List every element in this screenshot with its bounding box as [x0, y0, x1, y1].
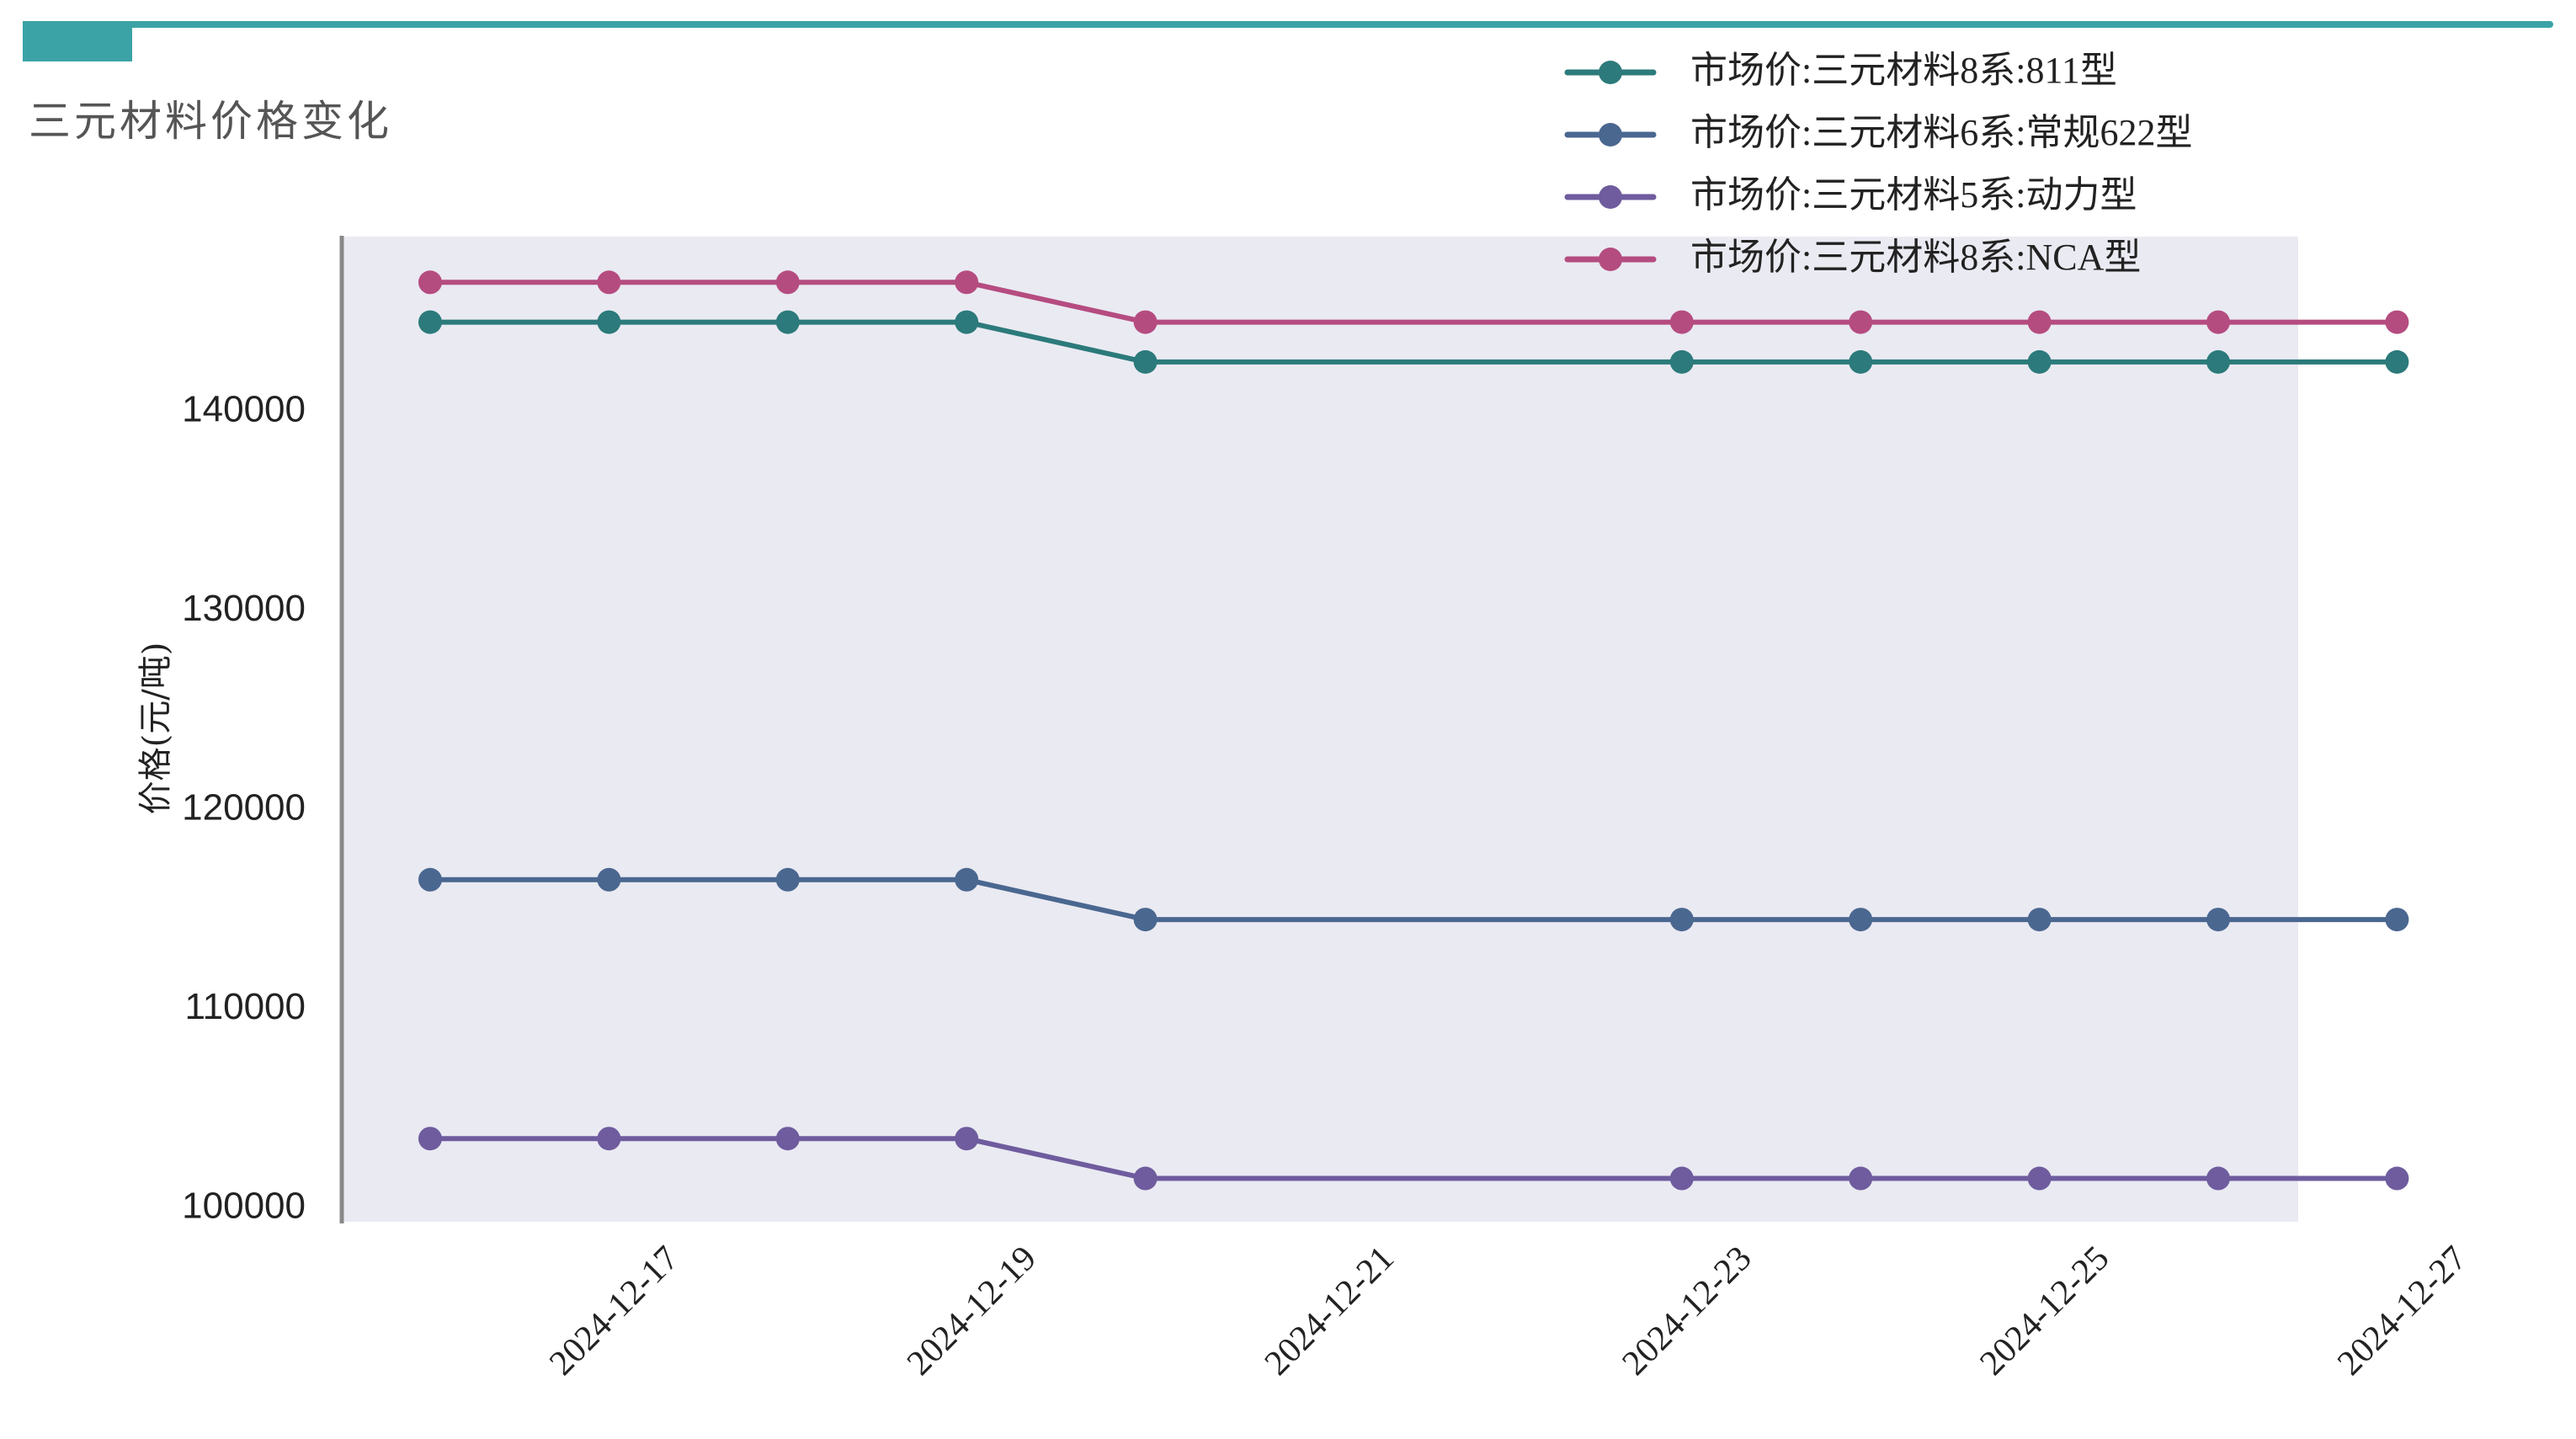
data-point — [1133, 349, 1158, 374]
data-point — [2027, 349, 2052, 374]
data-point — [2206, 349, 2230, 374]
data-point — [775, 867, 800, 892]
x-tick-label: 2024-12-17 — [542, 1239, 686, 1383]
data-point — [775, 1127, 800, 1151]
data-point — [1669, 349, 1694, 374]
legend-label: 市场价:三元材料5系:动力型 — [1690, 174, 2137, 216]
data-point — [2027, 1166, 2052, 1191]
data-point — [1849, 1166, 1873, 1191]
x-tick-label: 2024-12-19 — [900, 1239, 1044, 1383]
data-point — [2206, 1166, 2230, 1191]
plot-area — [343, 237, 2298, 1222]
data-point — [418, 310, 442, 334]
legend: 市场价:三元材料8系:811型市场价:三元材料6系:常规622型市场价:三元材料… — [1564, 50, 2192, 278]
series-2 — [418, 1127, 2409, 1191]
legend-label: 市场价:三元材料8系:NCA型 — [1690, 237, 2141, 278]
x-tick-label: 2024-12-25 — [1972, 1239, 2116, 1383]
data-point — [1849, 310, 1873, 334]
y-axis-ticks: 100000 110000 120000 130000 140000 — [182, 389, 306, 1227]
data-point — [955, 1127, 979, 1151]
legend-dot-icon — [1599, 123, 1622, 147]
header-accent-bar — [23, 21, 2553, 28]
data-point — [2385, 349, 2409, 374]
x-tick-label: 2024-12-23 — [1615, 1239, 1759, 1383]
data-point — [1669, 908, 1694, 932]
y-tick-label: 110000 — [184, 986, 306, 1027]
data-point — [955, 867, 979, 892]
y-axis-label: 价格(元/吨) — [136, 642, 175, 815]
data-point — [955, 270, 979, 295]
data-point — [597, 1127, 621, 1151]
series-1 — [418, 867, 2409, 932]
data-point — [418, 867, 442, 892]
legend-item: 市场价:三元材料8系:NCA型 — [1564, 237, 2141, 278]
series-3 — [418, 270, 2409, 334]
data-point — [597, 270, 621, 295]
data-point — [1133, 310, 1158, 334]
legend-dot-icon — [1599, 248, 1622, 271]
header-accent-block — [23, 21, 132, 61]
y-tick-label: 140000 — [182, 389, 306, 430]
data-point — [2385, 1166, 2409, 1191]
y-tick-label: 130000 — [182, 588, 306, 629]
series-layer — [418, 270, 2409, 1191]
data-point — [2206, 908, 2230, 932]
legend-dot-icon — [1599, 61, 1622, 84]
data-point — [775, 270, 800, 295]
data-point — [2385, 908, 2409, 932]
y-tick-label: 100000 — [182, 1186, 306, 1227]
data-point — [418, 1127, 442, 1151]
page-title: 三元材料价格变化 — [29, 97, 392, 146]
series-line — [430, 877, 2398, 923]
data-point — [1669, 1166, 1694, 1191]
data-point — [597, 310, 621, 334]
x-tick-label: 2024-12-21 — [1258, 1239, 1402, 1383]
data-point — [418, 270, 442, 295]
series-0 — [418, 310, 2409, 374]
data-point — [1849, 908, 1873, 932]
series-line — [430, 280, 2398, 325]
series-line — [430, 1136, 2398, 1181]
legend-item: 市场价:三元材料5系:动力型 — [1564, 174, 2137, 216]
data-point — [775, 310, 800, 334]
data-point — [2206, 310, 2230, 334]
data-point — [1669, 310, 1694, 334]
legend-label: 市场价:三元材料6系:常规622型 — [1690, 112, 2192, 153]
data-point — [597, 867, 621, 892]
data-point — [1133, 1166, 1158, 1191]
legend-dot-icon — [1599, 185, 1622, 209]
series-line — [430, 319, 2398, 365]
legend-label: 市场价:三元材料8系:811型 — [1690, 50, 2117, 91]
x-tick-label: 2024-12-27 — [2330, 1239, 2474, 1383]
data-point — [2027, 908, 2052, 932]
y-tick-label: 120000 — [182, 787, 306, 829]
data-point — [2027, 310, 2052, 334]
data-point — [955, 310, 979, 334]
legend-item: 市场价:三元材料6系:常规622型 — [1564, 112, 2192, 153]
x-axis-ticks: 2024-12-17 2024-12-19 2024-12-21 2024-12-23… — [542, 1239, 2474, 1383]
data-point — [1133, 908, 1158, 932]
data-point — [2385, 310, 2409, 334]
legend-item: 市场价:三元材料8系:811型 — [1564, 50, 2117, 91]
data-point — [1849, 349, 1873, 374]
